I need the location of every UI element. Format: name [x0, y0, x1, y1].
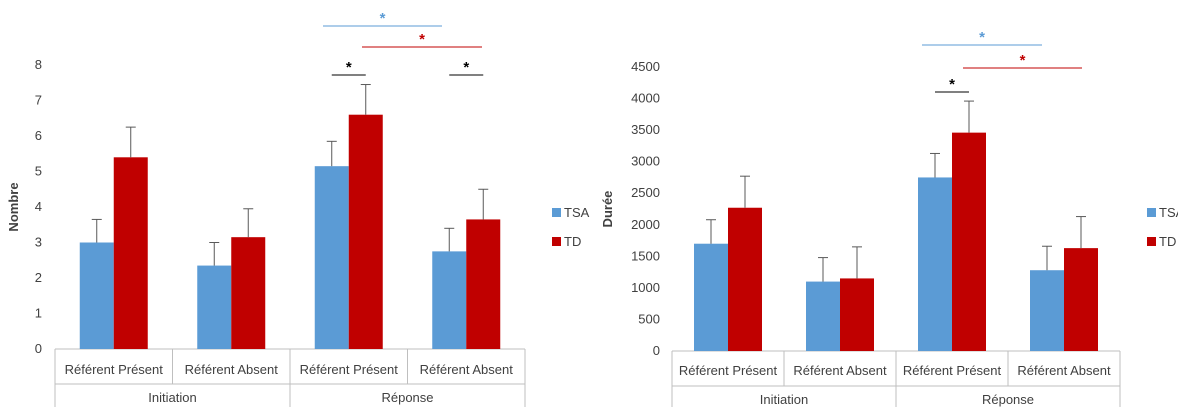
- bar-tsa: [79, 242, 114, 349]
- legend-swatch-tsa: [1147, 208, 1156, 217]
- bar-tsa: [694, 243, 728, 351]
- y-tick-label: 3: [35, 235, 42, 250]
- bar-td: [348, 114, 383, 349]
- y-tick-label: 2500: [631, 185, 660, 200]
- y-tick-label: 5: [35, 164, 42, 179]
- y-axis-title: Nombre: [6, 182, 21, 231]
- legend-swatch-td: [1147, 237, 1156, 246]
- significance-star: *: [380, 10, 386, 27]
- bar-td: [728, 207, 762, 351]
- y-tick-label: 0: [35, 341, 42, 356]
- bar-td: [840, 278, 874, 351]
- y-tick-label: 2: [35, 270, 42, 285]
- y-tick-label: 4500: [631, 59, 660, 74]
- bar-tsa: [197, 265, 232, 349]
- x-category-label: Référent Présent: [300, 362, 399, 377]
- significance-star: *: [1020, 52, 1026, 69]
- y-tick-label: 3000: [631, 154, 660, 169]
- bar-tsa: [806, 281, 840, 351]
- y-tick-label: 3500: [631, 122, 660, 137]
- x-group-label: Réponse: [982, 392, 1034, 407]
- legend-swatch-td: [552, 237, 561, 246]
- significance-star: *: [979, 29, 985, 46]
- y-tick-label: 7: [35, 93, 42, 108]
- significance-star: *: [346, 59, 352, 76]
- bar-tsa: [314, 166, 349, 349]
- bar-td: [466, 219, 501, 349]
- x-category-label: Référent Présent: [903, 363, 1002, 378]
- y-tick-label: 2000: [631, 217, 660, 232]
- y-tick-label: 1: [35, 306, 42, 321]
- legend-label: TD: [1159, 234, 1176, 249]
- x-category-label: Référent Absent: [185, 362, 279, 377]
- legend-label: TSA: [1159, 205, 1178, 220]
- y-tick-label: 1500: [631, 248, 660, 263]
- legend-label: TSA: [564, 205, 590, 220]
- x-category-label: Référent Présent: [679, 363, 778, 378]
- x-category-label: Référent Présent: [65, 362, 164, 377]
- chart-nombre: 0 1 2 3 4 5 6 7 8 Nombre Référent Présent Référent …: [6, 10, 590, 407]
- x-group-label: Réponse: [381, 390, 433, 405]
- bar-td: [1064, 248, 1098, 351]
- y-tick-label: 6: [35, 128, 42, 143]
- y-axis-title: Durée: [600, 191, 615, 228]
- y-tick-label: 4000: [631, 91, 660, 106]
- x-category-label: Référent Absent: [793, 363, 887, 378]
- bar-td: [231, 237, 266, 349]
- chart-duree: 0 500 1000 1500 2000 2500 3000 3500 4000 4500 Duré…: [600, 29, 1178, 407]
- significance-star: *: [463, 59, 469, 76]
- bar-td: [113, 157, 148, 349]
- x-category-label: Référent Absent: [1017, 363, 1111, 378]
- bar-tsa: [918, 177, 952, 351]
- bar-tsa: [432, 251, 467, 349]
- x-category-label: Référent Absent: [420, 362, 514, 377]
- y-tick-label: 500: [638, 311, 660, 326]
- y-tick-label: 4: [35, 199, 42, 214]
- y-tick-label: 0: [653, 343, 660, 358]
- x-group-label: Initiation: [760, 392, 808, 407]
- bar-td: [952, 132, 986, 351]
- significance-star: *: [419, 31, 425, 48]
- y-tick-label: 8: [35, 57, 42, 72]
- y-tick-label: 1000: [631, 280, 660, 295]
- x-group-label: Initiation: [148, 390, 196, 405]
- bar-tsa: [1030, 270, 1064, 351]
- legend-label: TD: [564, 234, 581, 249]
- legend-swatch-tsa: [552, 208, 561, 217]
- significance-star: *: [949, 76, 955, 93]
